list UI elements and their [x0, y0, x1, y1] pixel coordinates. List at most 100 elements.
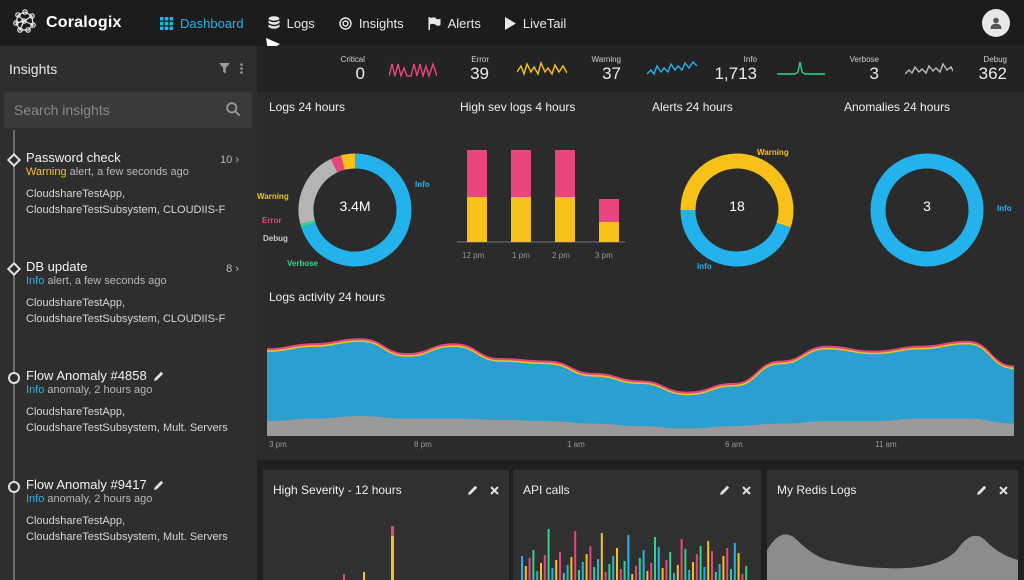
api-spike	[733, 543, 736, 580]
bar-segment[interactable]	[511, 150, 531, 197]
area-edge-error	[267, 338, 1014, 394]
panel-title-logs-activity: Logs activity 24 hours	[269, 290, 386, 304]
donut-slice-error[interactable]	[330, 155, 345, 173]
user-avatar[interactable]	[982, 9, 1010, 37]
pencil-icon[interactable]	[468, 482, 478, 500]
insight-title-text: Password check	[26, 150, 121, 165]
api-spike	[692, 562, 694, 580]
filter-icon[interactable]	[219, 61, 230, 79]
donut-slice-verbose[interactable]	[300, 220, 316, 228]
widget-title: High Severity - 12 hours	[273, 483, 402, 497]
donut-label-info: Info	[697, 262, 712, 271]
api-spike	[623, 561, 626, 580]
stat-debug[interactable]: Debug 362	[963, 46, 1007, 92]
bar-segment[interactable]	[555, 150, 575, 197]
donut-slice-debug[interactable]	[298, 158, 338, 225]
insight-source-line: CloudshareTestApp,	[26, 515, 126, 527]
stat-warning[interactable]: Warning 37	[577, 46, 622, 92]
search-input[interactable]	[4, 92, 214, 128]
pencil-icon[interactable]	[153, 371, 164, 381]
api-spike	[635, 566, 637, 580]
bar-axis-tick: 2 pm	[552, 251, 570, 260]
insight-meta: anomaly, 2 hours ago	[44, 493, 153, 505]
info-sparkline	[777, 61, 825, 75]
bar-segment[interactable]	[467, 150, 487, 197]
insight-source-line: CloudshareTestSubsystem, CLOUDIIS-F	[26, 204, 226, 216]
nav-dashboard[interactable]: Dashboard	[148, 0, 256, 46]
high-sev-bar-chart[interactable]	[457, 142, 633, 246]
stat-info[interactable]: Info 1,713	[707, 46, 757, 92]
api-spike	[619, 569, 622, 580]
bar-segment[interactable]	[511, 197, 531, 242]
alerts-24h-donut[interactable]	[679, 152, 795, 268]
widget-my-redis-logs[interactable]: My Redis Logs	[767, 470, 1018, 580]
donut-slice-info[interactable]	[301, 153, 412, 267]
close-icon[interactable]	[490, 482, 499, 500]
panel-title-high-sev-logs: High sev logs 4 hours	[460, 100, 576, 114]
api-spike	[528, 558, 531, 580]
api-spike	[593, 567, 596, 580]
main-nav: Dashboard Logs Insights Alerts	[148, 0, 578, 46]
insight-count[interactable]: 8 ›	[226, 263, 239, 275]
bar-segment[interactable]	[599, 199, 619, 222]
api-spike	[627, 535, 630, 580]
nav-insights[interactable]: Insights	[327, 0, 416, 46]
api-spike	[642, 550, 645, 580]
api-spike	[543, 555, 546, 580]
pencil-icon[interactable]	[153, 480, 164, 490]
logs-activity-area-chart[interactable]	[267, 312, 1014, 436]
anomalies-24h-donut[interactable]	[869, 152, 985, 268]
insight-item[interactable]: DB update Info alert, a few seconds ago …	[0, 259, 257, 339]
search-icon[interactable]	[226, 102, 240, 121]
donut-slice-warning[interactable]	[340, 153, 356, 170]
donut-center-value: 3.4M	[339, 198, 371, 214]
api-spike	[555, 560, 558, 580]
area-series-info[interactable]	[267, 339, 1014, 436]
insight-item[interactable]: Password check Warning alert, a few seco…	[0, 150, 257, 230]
widget-high-severity[interactable]: High Severity - 12 hours	[263, 470, 509, 580]
dashboard-main: Logs 24 hours 3.4M Warning Error Debug V…	[257, 92, 1024, 460]
donut-slice-info[interactable]	[680, 209, 791, 267]
insight-source-line: CloudshareTestApp,	[26, 297, 126, 309]
api-spike	[631, 574, 634, 580]
bar-segment[interactable]	[555, 197, 575, 242]
api-spike	[676, 565, 679, 580]
donut-slice-warning[interactable]	[680, 153, 794, 228]
bar-segment[interactable]	[467, 197, 487, 242]
stat-error[interactable]: Error 39	[453, 46, 489, 92]
nav-livetail[interactable]: LiveTail	[493, 0, 578, 46]
insight-item[interactable]: Flow Anomaly #4858 Info anomaly, 2 hours…	[0, 368, 257, 448]
insight-item[interactable]: Flow Anomaly #9417 Info anomaly, 2 hours…	[0, 477, 257, 557]
sidebar-title: Insights	[9, 61, 58, 77]
insight-subtitle: Info anomaly, 2 hours ago	[26, 493, 152, 505]
api-spike	[581, 562, 584, 580]
nav-logs[interactable]: Logs	[256, 0, 327, 46]
close-icon[interactable]	[742, 482, 751, 500]
api-spike	[684, 549, 687, 580]
insight-subtitle: Warning alert, a few seconds ago	[26, 166, 189, 178]
close-icon[interactable]	[999, 482, 1008, 500]
api-spike	[650, 563, 653, 580]
api-spike	[612, 556, 615, 580]
stat-critical[interactable]: Critical 0	[317, 46, 365, 92]
insight-severity: Warning	[26, 166, 67, 178]
bar-segment[interactable]	[599, 222, 619, 242]
logs-24h-donut[interactable]	[297, 152, 413, 268]
more-vertical-icon[interactable]	[240, 61, 243, 79]
stat-verbose[interactable]: Verbose 3	[831, 46, 879, 92]
nav-alerts[interactable]: Alerts	[416, 0, 493, 46]
stat-label: Info	[743, 55, 757, 64]
brand[interactable]: Coralogix	[0, 7, 148, 40]
severity-stats-bar: Critical 0 Error 39 Warning 37 Info 1,71…	[257, 46, 1024, 92]
nav-insights-label: Insights	[358, 15, 404, 31]
pencil-icon[interactable]	[977, 482, 987, 500]
timeline-line	[13, 130, 15, 580]
api-spike	[722, 556, 725, 580]
pencil-icon[interactable]	[720, 482, 730, 500]
insight-count[interactable]: 10 ›	[220, 154, 239, 166]
donut-slice-info[interactable]	[870, 153, 984, 267]
api-spike	[673, 573, 675, 580]
widget-api-calls[interactable]: API calls	[513, 470, 761, 580]
donut-label-info: Info	[997, 204, 1012, 213]
api-spike	[616, 548, 618, 580]
